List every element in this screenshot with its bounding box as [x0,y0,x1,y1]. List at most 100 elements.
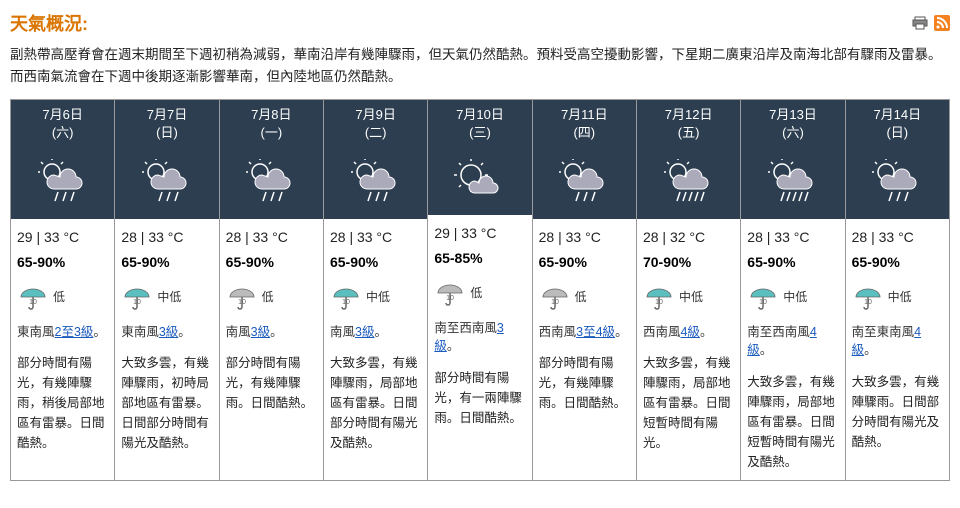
temperature: 28 | 33 °C [121,227,212,248]
umbrella-icon: 10 [226,283,258,311]
forecast-desc: 大致多雲，有幾陣驟雨。日間部分時間有陽光及酷熱。 [852,372,943,452]
wind-info: 南至東南風4級。 [852,323,943,361]
wind-link[interactable]: 4級 [680,325,699,339]
umbrella-icon: 10 [17,283,49,311]
day-dow: (日) [848,124,947,142]
weather-icon [533,149,636,219]
day-dow: (六) [743,124,842,142]
umbrella-icon: 10 [330,283,362,311]
forecast-desc: 部分時間有陽光，有幾陣驟雨。日間酷熱。 [539,353,630,413]
forecast-desc: 大致多雲，有幾陣驟雨，局部地區有雷暴。日間部分時間有陽光及酷熱。 [330,353,421,453]
day-header: 7月9日(二) [324,100,427,148]
print-icon[interactable] [912,15,928,31]
day-card: 7月7日(日)28 | 33 °C65-90%10中低東南風3級。大致多雲，有幾… [115,100,219,480]
day-card: 7月14日(日) 28 | 33 °C 65-90% 10中低南至東南風4級。大致多雲… [846,100,949,480]
day-dow: (四) [535,124,634,142]
wind-link[interactable]: 3級 [159,325,178,339]
humidity: 65-90% [852,252,943,273]
svg-text:10: 10 [551,299,559,306]
wind-info: 東南風3級。 [121,323,212,342]
umbrella-icon: 10 [643,283,675,311]
wind-link[interactable]: 3級 [434,321,503,354]
day-date: 7月10日 [430,106,529,124]
day-card: 7月12日(五)28 | 32 °C70-90%10中低西南風4級。大致多雲，有… [637,100,741,480]
wind-link[interactable]: 4級 [852,325,921,358]
svg-text:10: 10 [133,299,141,306]
weather-icon [846,149,949,219]
temperature: 28 | 33 °C [852,227,943,248]
day-dow: (一) [222,124,321,142]
umbrella-icon: 10 [434,279,466,307]
wind-info: 東南風2至3級。 [17,323,108,342]
humidity: 65-90% [17,252,108,273]
forecast-grid: 7月6日(六)29 | 33 °C65-90%10低東南風2至3級。部分時間有陽… [10,99,950,481]
wind-link[interactable]: 3級 [355,325,374,339]
day-header: 7月7日(日) [115,100,218,148]
temperature: 29 | 33 °C [434,223,525,244]
psr-label: 低 [470,284,482,302]
umbrella-icon: 10 [539,283,571,311]
forecast-desc: 大致多雲，有幾陣驟雨，初時局部地區有雷暴。日間部分時間有陽光及酷熱。 [121,353,212,453]
weather-icon [741,149,844,219]
humidity: 65-90% [330,252,421,273]
day-card: 7月11日(四)28 | 33 °C65-90%10低西南風3至4級。部分時間有… [533,100,637,480]
wind-link[interactable]: 4級 [747,325,816,358]
weather-icon [220,149,323,219]
wind-link[interactable]: 3至4級 [576,325,615,339]
weather-icon [115,149,218,219]
day-header: 7月13日(六) [741,100,844,148]
day-dow: (五) [639,124,738,142]
day-date: 7月13日 [743,106,842,124]
umbrella-icon: 10 [852,283,884,311]
day-header: 7月11日(四) [533,100,636,148]
day-date: 7月14日 [848,106,947,124]
day-header: 7月10日(三) [428,100,531,148]
svg-text:10: 10 [29,299,37,306]
day-date: 7月6日 [13,106,112,124]
weather-icon [11,149,114,219]
temperature: 28 | 33 °C [330,227,421,248]
svg-text:10: 10 [238,299,246,306]
psr-label: 中低 [888,288,912,306]
day-dow: (六) [13,124,112,142]
forecast-desc: 部分時間有陽光，有幾陣驟雨，稍後局部地區有雷暴。日間酷熱。 [17,353,108,453]
temperature: 28 | 32 °C [643,227,734,248]
wind-link[interactable]: 3級 [251,325,270,339]
wind-info: 南風3級。 [226,323,317,342]
overview-text: 副熱帶高壓脊會在週末期間至下週初稍為減弱，華南沿岸有幾陣驟雨，但天氣仍然酷熱。預… [10,44,950,87]
wind-info: 南至西南風4級。 [747,323,838,361]
page-title: 天氣概況: [10,10,88,36]
day-date: 7月9日 [326,106,425,124]
temperature: 28 | 33 °C [747,227,838,248]
psr-label: 中低 [679,288,703,306]
day-date: 7月11日 [535,106,634,124]
wind-link[interactable]: 2至3級 [55,325,94,339]
day-dow: (三) [430,124,529,142]
day-card: 7月13日(六)28 | 33 °C65-90%10中低南至西南風4級。大致多雲… [741,100,845,480]
psr-label: 低 [53,288,65,306]
svg-text:10: 10 [446,295,454,302]
day-dow: (日) [117,124,216,142]
day-card: 7月10日(三)29 | 33 °C65-85%10低南至西南風3級。部分時間有… [428,100,532,480]
temperature: 29 | 33 °C [17,227,108,248]
day-header: 7月6日(六) [11,100,114,148]
wind-info: 西南風4級。 [643,323,734,342]
svg-text:10: 10 [342,299,350,306]
rss-icon[interactable] [934,15,950,31]
svg-text:10: 10 [759,299,767,306]
humidity: 65-90% [226,252,317,273]
humidity: 65-90% [539,252,630,273]
weather-icon [324,149,427,219]
day-date: 7月7日 [117,106,216,124]
wind-info: 南至西南風3級。 [434,319,525,357]
psr-label: 中低 [783,288,807,306]
day-dow: (二) [326,124,425,142]
svg-text:10: 10 [655,299,663,306]
weather-icon [637,149,740,219]
forecast-desc: 部分時間有陽光，有幾陣驟雨。日間酷熱。 [226,353,317,413]
humidity: 65-90% [747,252,838,273]
temperature: 28 | 33 °C [539,227,630,248]
psr-label: 中低 [157,288,181,306]
psr-label: 低 [262,288,274,306]
forecast-desc: 大致多雲，有幾陣驟雨，局部地區有雷暴。日間短暫時間有陽光。 [643,353,734,453]
